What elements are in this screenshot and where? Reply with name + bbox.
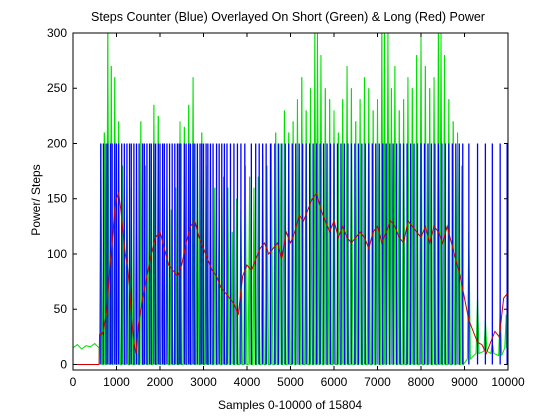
y-axis-label: Power/ Steps <box>29 164 43 235</box>
x-axis-label: Samples 0-10000 of 15804 <box>218 398 362 412</box>
x-tick-label: 5000 <box>277 375 304 389</box>
x-tick-label: 2000 <box>147 375 174 389</box>
x-axis: 0 1000 2000 3000 4000 5000 6000 7000 8000 9000 100… <box>70 33 525 389</box>
y-tick-label: 150 <box>47 192 67 206</box>
x-tick-label: 9000 <box>451 375 478 389</box>
series-long-power <box>73 191 508 365</box>
x-tick-label: 10000 <box>491 375 525 389</box>
x-tick-label: 8000 <box>408 375 435 389</box>
long-power-line <box>73 191 508 365</box>
y-tick-label: 200 <box>47 136 67 150</box>
x-tick-label: 3000 <box>190 375 217 389</box>
series-steps-counter <box>100 143 508 365</box>
x-tick-label: 1000 <box>103 375 130 389</box>
y-tick-label: 50 <box>54 302 68 316</box>
x-tick-label: 0 <box>70 375 77 389</box>
x-tick-label: 6000 <box>321 375 348 389</box>
y-axis: 0 50 100 150 200 250 300 <box>47 26 508 371</box>
y-tick-label: 250 <box>47 81 67 95</box>
x-tick-label: 4000 <box>234 375 261 389</box>
series-layer <box>73 33 508 367</box>
plot-area: 0 1000 2000 3000 4000 5000 6000 7000 8000 9000 100… <box>47 26 525 389</box>
y-tick-label: 300 <box>47 26 67 40</box>
y-tick-label: 100 <box>47 247 67 261</box>
x-tick-label: 7000 <box>364 375 391 389</box>
chart-title: Steps Counter (Blue) Overlayed On Short … <box>91 10 485 24</box>
y-tick-label: 0 <box>60 357 67 371</box>
